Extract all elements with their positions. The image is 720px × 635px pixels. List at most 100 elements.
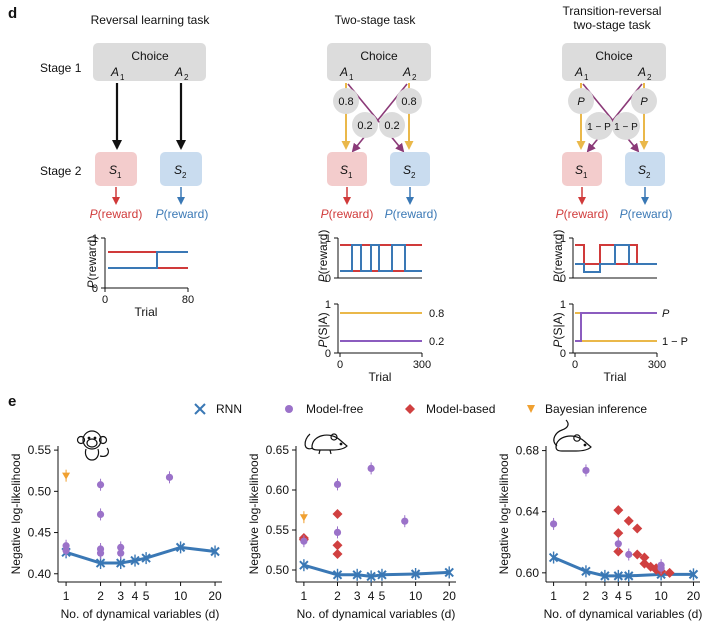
x-axis-label: Trial <box>604 370 627 384</box>
reward-label-s2-p: P <box>620 207 628 221</box>
rnn-point <box>352 570 362 580</box>
reward-label-s1-p: P <box>321 207 329 221</box>
model-free-point <box>96 481 105 489</box>
bayes-point <box>62 472 71 480</box>
model-based-point <box>639 552 650 563</box>
state-s1-box <box>562 152 602 186</box>
transition-reversal-task-diagram: Transition-reversal two-stage task Choic… <box>556 4 673 221</box>
choice-label: Choice <box>595 49 633 63</box>
state-s2-box <box>160 152 202 186</box>
x-axis-label: No. of dynamical variables (d) <box>544 607 703 621</box>
reversal-preward-plot: P(reward) 1 0 0 80 Trial <box>85 233 194 319</box>
stage1-label: Stage 1 <box>40 61 82 75</box>
prob-label-a2-rare: 1 − P <box>614 122 638 133</box>
rnn-point <box>688 569 699 580</box>
reward-trace-s2 <box>575 244 657 273</box>
common-prob-line <box>575 312 657 342</box>
action-a1-label: A <box>574 65 583 79</box>
legend-rnn-label: RNN <box>216 402 242 416</box>
x-tick-label: 5 <box>379 589 386 603</box>
two-stage-task-diagram: Two-stage task Choice A 1 A 2 0.8 0.8 0.… <box>321 13 438 221</box>
preward-ylabel: P(reward) <box>316 230 330 283</box>
state-s1-label: S <box>575 163 583 177</box>
model-based-point <box>613 546 624 557</box>
legend-model-based-marker <box>405 404 415 414</box>
action-a1-label: A <box>110 65 119 79</box>
model-free-point <box>333 480 342 488</box>
state-s2-sub: 2 <box>646 171 651 180</box>
rnn-point <box>210 546 220 557</box>
reward-label-s1: P(reward) <box>556 207 609 221</box>
x-tick-label: 300 <box>648 359 666 371</box>
reward-label-s2: P(reward) <box>156 207 209 221</box>
preward-ylabel-rest: (reward) <box>551 230 565 275</box>
action-a2-sub: 2 <box>412 73 417 82</box>
rare-prob-label: 0.2 <box>429 336 444 348</box>
legend-model-based-label: Model-based <box>426 402 495 416</box>
model-free-point <box>96 510 105 519</box>
rnn-point <box>366 571 376 582</box>
x-axis-label: No. of dynamical variables (d) <box>61 607 220 621</box>
model-free-point <box>367 464 375 472</box>
rnn-line <box>303 563 450 578</box>
rnn-point <box>175 542 186 553</box>
legend-bayes-label: Bayesian inference <box>545 402 647 416</box>
preward-ylabel-rest: (reward) <box>316 230 330 275</box>
x-tick-label: 0 <box>337 359 343 371</box>
x-tick-label: 5 <box>625 589 632 603</box>
reward-label-s1-rest: (reward) <box>329 207 374 221</box>
prob-bubble <box>379 112 405 138</box>
psa-ylabel-rest: (S|A) <box>551 312 565 339</box>
common-prob-label: 0.8 <box>429 308 444 320</box>
preward-ylabel-p: P <box>85 280 99 288</box>
prob-label-a2-rare: 0.2 <box>384 120 399 132</box>
action-a1-sub: 1 <box>120 73 125 82</box>
rnn-point <box>600 571 610 581</box>
state-s1-sub: 1 <box>117 171 122 180</box>
prob-bubble <box>612 112 640 140</box>
reward-label-s2-rest: (reward) <box>164 207 209 221</box>
preward-ylabel-p: P <box>316 274 330 282</box>
reward-label-s2-p: P <box>156 207 164 221</box>
model-free-point <box>401 517 409 525</box>
action-a2-sub: 2 <box>647 73 652 82</box>
state-s2-sub: 2 <box>182 171 187 180</box>
y-tick-label: 0.55 <box>266 523 290 537</box>
state-s2-box <box>390 152 430 186</box>
x-tick-label: 1 <box>301 589 308 603</box>
y-axis-label: Negative log-likelihood <box>497 454 511 575</box>
preward-ylabel-p: P <box>551 274 565 282</box>
legend-model-free-marker <box>285 405 293 413</box>
x-axis-label: No. of dynamical variables (d) <box>297 607 456 621</box>
prob-label-a1-rare: 0.2 <box>357 120 372 132</box>
two-stage-preward-plot: P(reward) 1 0 <box>316 230 422 285</box>
reward-label-s2: P(reward) <box>620 207 673 221</box>
x-tick-label: 300 <box>413 359 431 371</box>
choice-label: Choice <box>360 49 398 63</box>
prob-label-a1-common: P <box>577 96 585 108</box>
x-tick-label: 4 <box>132 589 139 603</box>
prob-label-a1-common: 0.8 <box>338 96 353 108</box>
tr-task-title-line2: two-stage task <box>573 18 651 32</box>
prob-bubble <box>585 112 613 140</box>
psa-ylabel-p: P <box>551 340 565 348</box>
rnn-point <box>581 566 591 577</box>
action-a2-label: A <box>637 65 646 79</box>
prob-label-a2-common: 0.8 <box>401 96 416 108</box>
monkey-icon <box>76 430 109 461</box>
reward-label-s2-rest: (reward) <box>628 207 673 221</box>
y-tick-label: 0.40 <box>28 567 52 581</box>
mouse-icon <box>553 419 592 452</box>
psa-ylabel-rest: (S|A) <box>316 312 330 339</box>
y-tick-label: 0 <box>560 273 566 285</box>
x-tick-label: 5 <box>143 589 150 603</box>
model-free-point <box>62 547 70 555</box>
reward-trace-s1 <box>340 244 422 272</box>
tr-task-title-line1: Transition-reversal <box>563 4 662 18</box>
reward-label-s2-rest: (reward) <box>393 207 438 221</box>
x-tick-label: 4 <box>615 589 622 603</box>
x-tick-label: 10 <box>409 589 423 603</box>
y-tick-label: 1 <box>92 233 98 245</box>
rnn-point <box>548 552 559 563</box>
rnn-point <box>444 567 454 578</box>
